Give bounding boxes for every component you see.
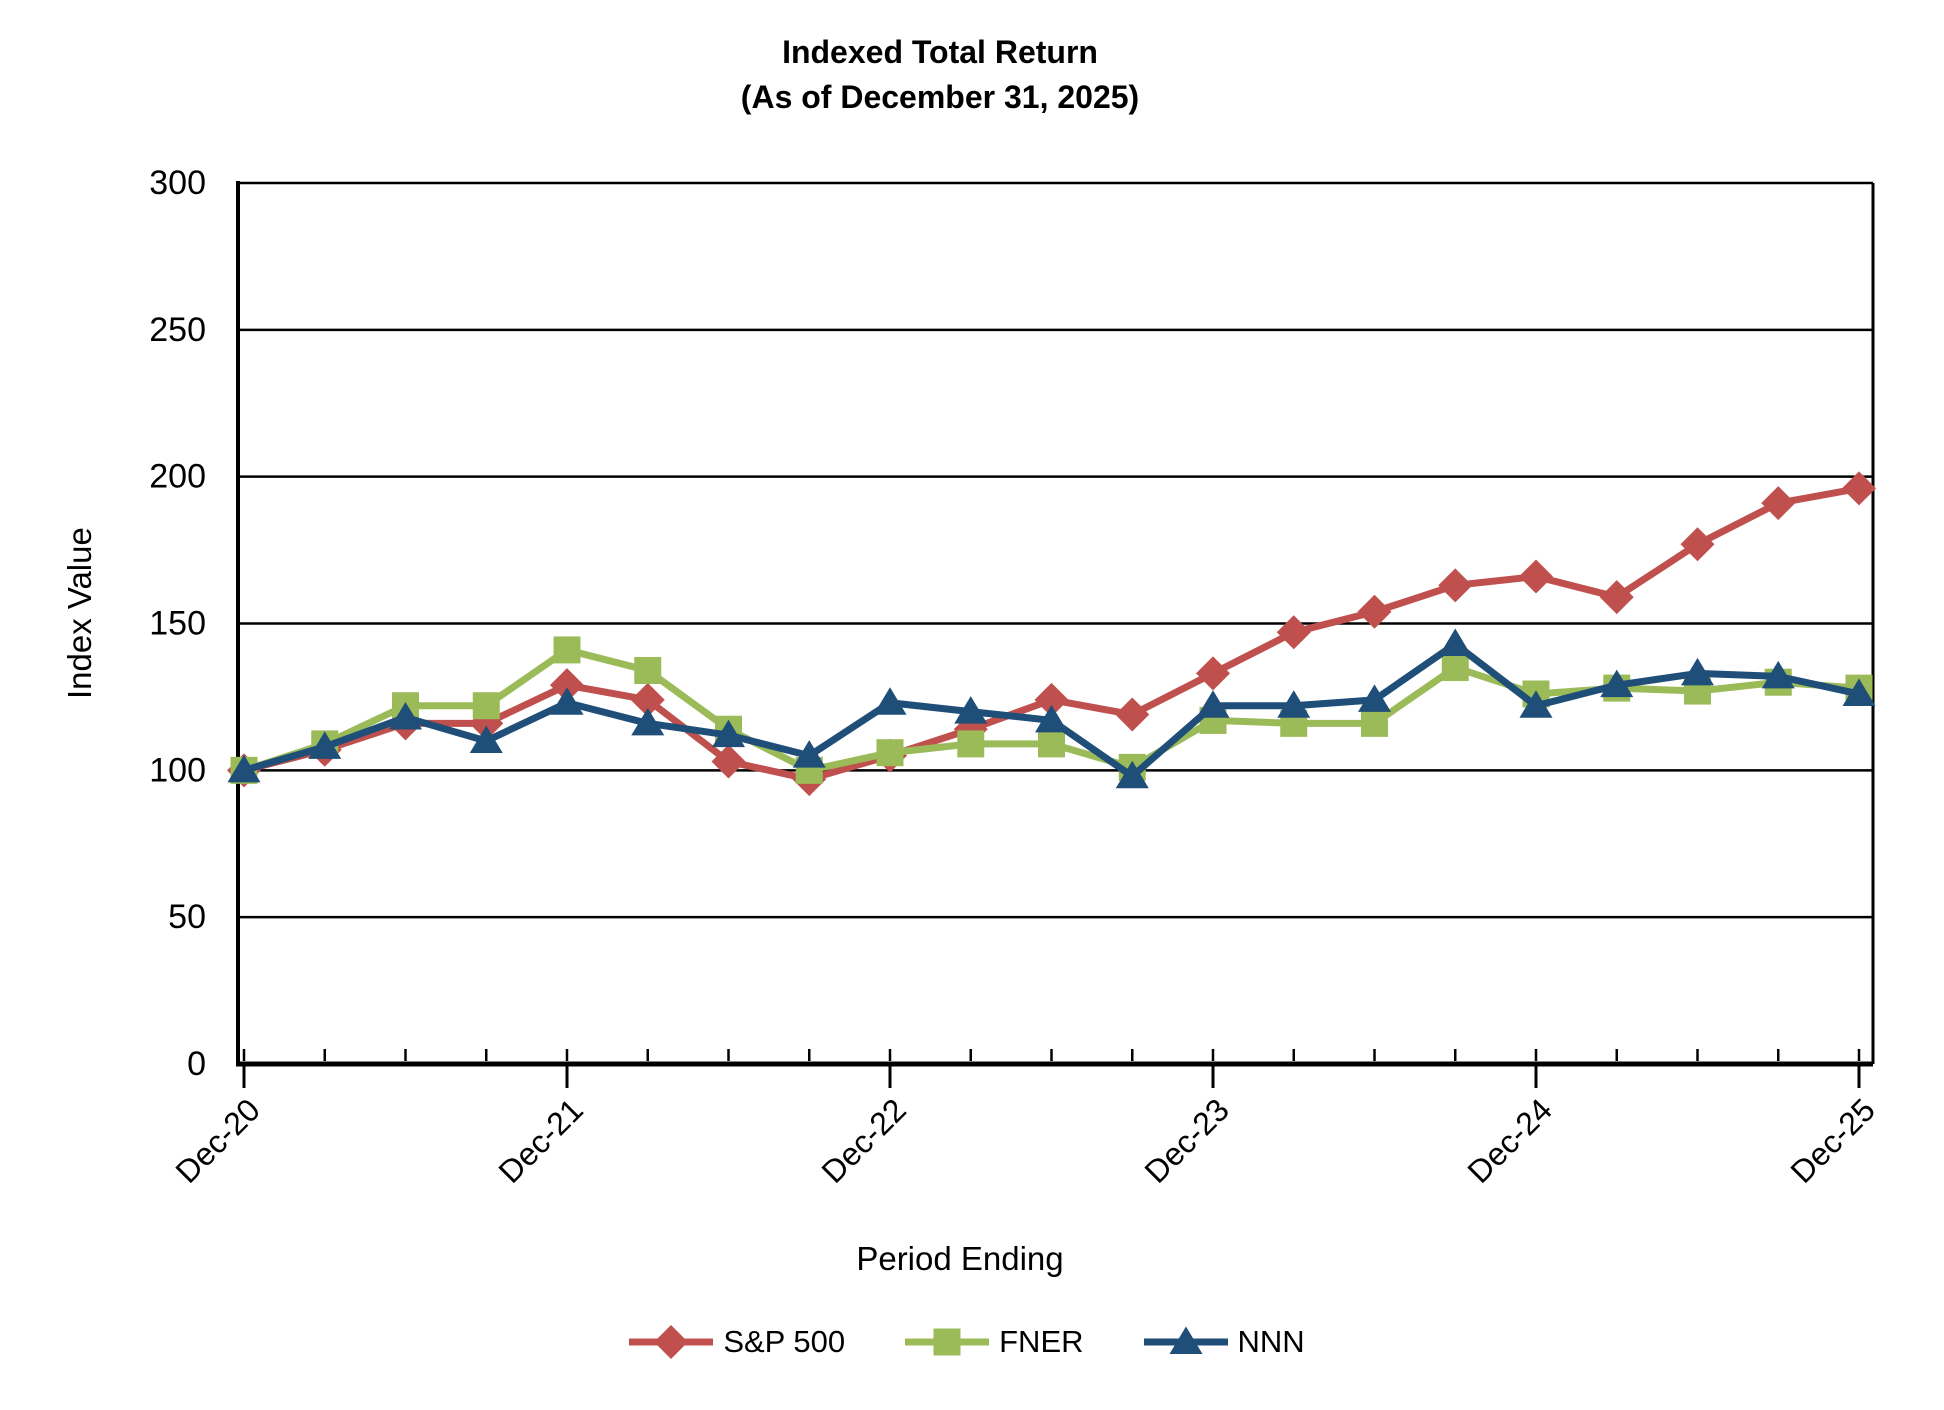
marker-triangle — [1438, 628, 1472, 657]
legend-label: S&P 500 — [723, 1324, 846, 1359]
marker-triangle — [227, 754, 261, 783]
marker-triangle — [1115, 760, 1149, 789]
marker-diamond — [1115, 697, 1150, 732]
plot-frame — [236, 181, 1875, 1067]
x-tick-label: Dec-25 — [1784, 1091, 1882, 1189]
marker-triangle — [712, 719, 745, 748]
marker-triangle — [308, 731, 342, 759]
legend-swatch-square-icon — [905, 1328, 990, 1356]
marker-triangle — [1600, 669, 1634, 698]
marker-diamond — [1196, 656, 1230, 691]
chart-title: Indexed Total Return (As of December 31,… — [0, 30, 1880, 120]
legend-label: FNER — [999, 1324, 1084, 1359]
y-tick-label: 50 — [168, 898, 206, 936]
y-axis-labels: 300 250 200 150 100 50 0 — [149, 164, 206, 1083]
marker-triangle — [389, 701, 422, 730]
axis-ticks — [242, 1049, 1861, 1088]
y-tick-label: 0 — [187, 1045, 206, 1083]
marker-diamond — [1276, 615, 1311, 650]
marker-triangle — [631, 707, 665, 736]
marker-square — [1038, 730, 1065, 758]
marker-triangle — [1035, 704, 1068, 733]
legend-swatch-triangle-icon — [1143, 1326, 1228, 1354]
marker-square — [634, 656, 662, 684]
y-tick-label: 100 — [149, 751, 206, 789]
marker-diamond — [630, 682, 665, 717]
x-axis-labels: Dec-20 Dec-21 Dec-22 Dec-23 Dec-24 Dec-25 — [169, 1091, 1882, 1189]
x-tick-label: Dec-21 — [492, 1091, 590, 1189]
legend-item-fner: FNER — [901, 1322, 1084, 1362]
marker-triangle — [1277, 690, 1311, 718]
gridlines — [238, 328, 1873, 919]
marker-square — [472, 692, 500, 720]
marker-diamond — [1034, 682, 1069, 717]
x-tick-label: Dec-20 — [169, 1091, 267, 1189]
marker-triangle — [954, 696, 988, 724]
marker-diamond — [1519, 559, 1553, 594]
x-tick-label: Dec-23 — [1138, 1091, 1236, 1189]
marker-diamond — [1357, 594, 1392, 629]
x-tick-label: Dec-22 — [815, 1091, 913, 1189]
marker-diamond — [1680, 527, 1715, 562]
y-tick-label: 200 — [149, 458, 206, 496]
marker-triangle — [1761, 660, 1795, 689]
marker-triangle — [469, 725, 503, 753]
y-axis-title: Index Value — [61, 527, 98, 699]
marker-triangle — [1358, 684, 1391, 712]
marker-triangle — [1196, 690, 1230, 718]
y-tick-label: 250 — [149, 311, 206, 349]
x-tick-label: Dec-24 — [1461, 1091, 1559, 1189]
chart-title-line2: (As of December 31, 2025) — [740, 79, 1140, 115]
marker-diamond — [550, 668, 584, 703]
marker-diamond — [654, 1325, 689, 1359]
legend-item-nnn: NNN — [1140, 1322, 1305, 1362]
marker-square — [957, 730, 985, 758]
marker-triangle — [873, 687, 907, 715]
x-axis-title: Period Ending — [856, 1240, 1064, 1277]
marker-diamond — [1438, 568, 1473, 603]
legend-label: NNN — [1237, 1324, 1305, 1359]
marker-triangle — [550, 687, 584, 715]
marker-square — [876, 739, 904, 767]
chart-title-line1: Indexed Total Return — [782, 34, 1098, 70]
marker-diamond — [711, 744, 746, 779]
marker-diamond — [1842, 471, 1876, 506]
marker-square — [933, 1328, 961, 1356]
y-tick-label: 300 — [149, 164, 206, 202]
marker-triangle — [1842, 678, 1876, 706]
y-tick-label: 150 — [149, 605, 206, 643]
marker-square — [553, 636, 581, 664]
marker-diamond — [1761, 486, 1796, 521]
legend-item-s-p-500: S&P 500 — [625, 1322, 845, 1362]
marker-triangle — [1169, 1326, 1203, 1354]
legend-swatch-diamond-icon — [629, 1325, 714, 1359]
marker-square — [1441, 654, 1469, 682]
marker-triangle — [792, 740, 826, 768]
series-nnn — [227, 628, 1876, 789]
marker-triangle — [1519, 690, 1553, 718]
marker-square — [1361, 709, 1388, 737]
legend: S&P 500 FNER NNN — [0, 1322, 1930, 1362]
marker-diamond — [1599, 580, 1634, 615]
marker-triangle — [1681, 657, 1714, 686]
